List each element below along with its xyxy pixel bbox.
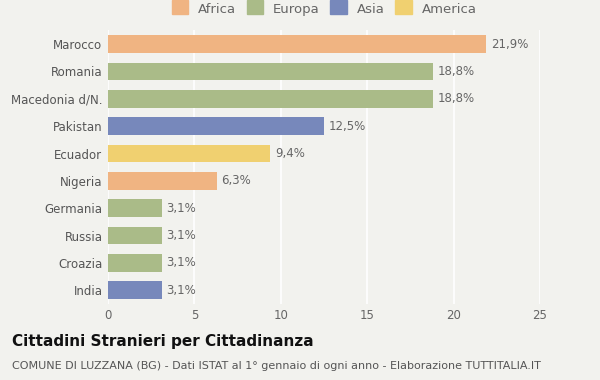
Text: 18,8%: 18,8%: [437, 92, 475, 105]
Text: 3,1%: 3,1%: [166, 229, 196, 242]
Text: COMUNE DI LUZZANA (BG) - Dati ISTAT al 1° gennaio di ogni anno - Elaborazione TU: COMUNE DI LUZZANA (BG) - Dati ISTAT al 1…: [12, 361, 541, 371]
Text: Cittadini Stranieri per Cittadinanza: Cittadini Stranieri per Cittadinanza: [12, 334, 314, 349]
Text: 21,9%: 21,9%: [491, 38, 528, 51]
Text: 12,5%: 12,5%: [328, 120, 365, 133]
Text: 3,1%: 3,1%: [166, 202, 196, 215]
Text: 6,3%: 6,3%: [221, 174, 251, 187]
Bar: [108, 227, 161, 244]
Bar: [108, 254, 161, 272]
Bar: [108, 145, 271, 162]
Bar: [108, 35, 487, 53]
Bar: [108, 90, 433, 108]
Bar: [108, 172, 217, 190]
Bar: [108, 200, 161, 217]
Text: 3,1%: 3,1%: [166, 256, 196, 269]
Legend: Africa, Europa, Asia, America: Africa, Europa, Asia, America: [169, 0, 479, 18]
Text: 9,4%: 9,4%: [275, 147, 305, 160]
Bar: [108, 63, 433, 80]
Bar: [108, 117, 324, 135]
Bar: [108, 282, 161, 299]
Text: 18,8%: 18,8%: [437, 65, 475, 78]
Text: 3,1%: 3,1%: [166, 284, 196, 297]
